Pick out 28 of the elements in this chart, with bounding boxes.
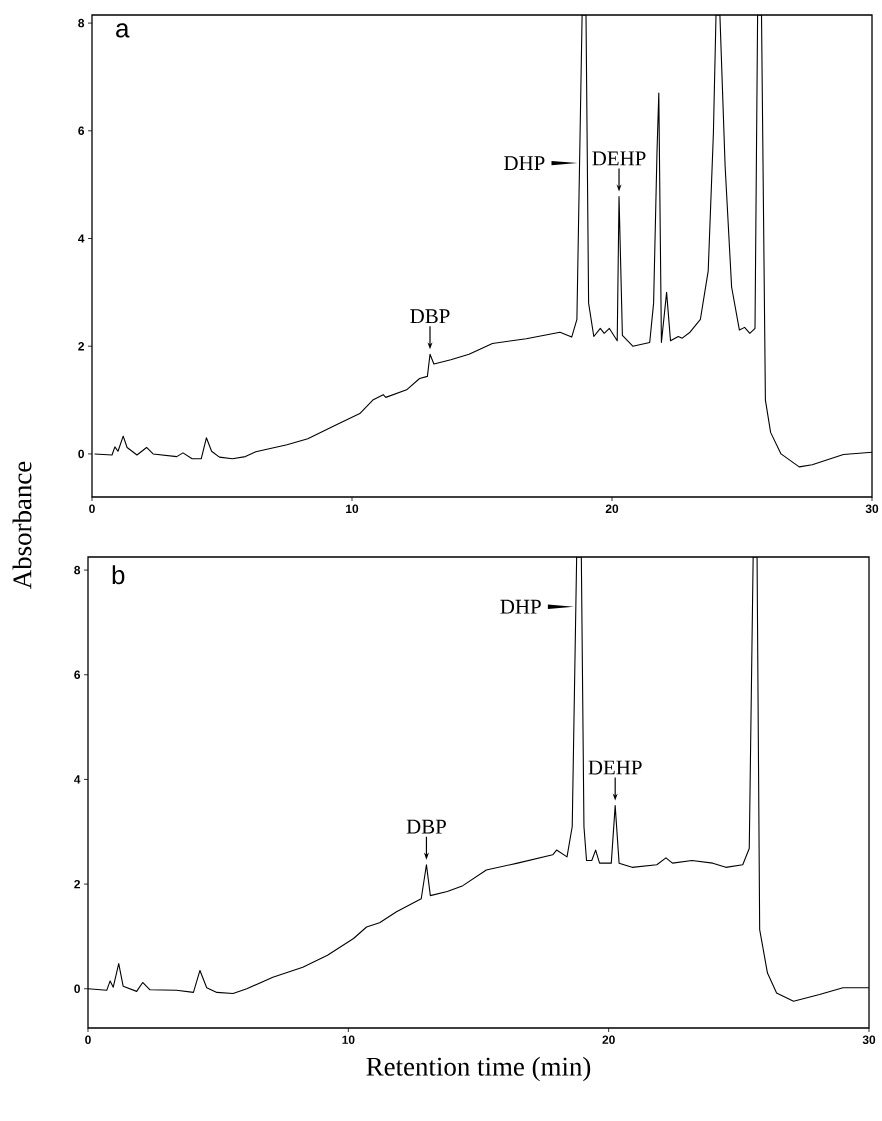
x-tick-label: 30 — [865, 504, 879, 514]
y-tick-label: 0 — [74, 984, 80, 993]
x-tick-label: 20 — [602, 1035, 615, 1044]
y-tick-label: 6 — [78, 126, 85, 136]
y-tick-label: 2 — [78, 342, 85, 351]
y-tick-label: 8 — [78, 18, 85, 28]
x-tick-label: 30 — [862, 1035, 876, 1045]
annotation: DEHP — [592, 151, 646, 166]
annotation: DBP — [406, 819, 446, 834]
annotation: b — [112, 565, 125, 585]
y-tick-label: 8 — [74, 565, 81, 575]
x-tick-label: 0 — [89, 504, 95, 513]
annotation: DEHP — [588, 760, 642, 775]
x-axis-title: Retention time (min) — [366, 1056, 591, 1082]
y-axis-title: Absorbance — [12, 461, 32, 589]
x-tick-label: 20 — [605, 504, 619, 513]
y-tick-label: 0 — [78, 449, 84, 459]
x-tick-label: 10 — [346, 504, 359, 513]
annotation: DBP — [410, 309, 450, 324]
y-tick-label: 2 — [74, 879, 81, 889]
y-tick-label: 4 — [78, 234, 85, 243]
annotation: a — [116, 23, 130, 38]
x-tick-label: 10 — [342, 1035, 355, 1044]
annotation: DHP — [504, 156, 545, 170]
annotation: DHP — [500, 599, 541, 614]
x-tick-label: 0 — [85, 1035, 91, 1044]
y-tick-label: 6 — [74, 670, 81, 679]
y-tick-label: 4 — [74, 775, 81, 784]
